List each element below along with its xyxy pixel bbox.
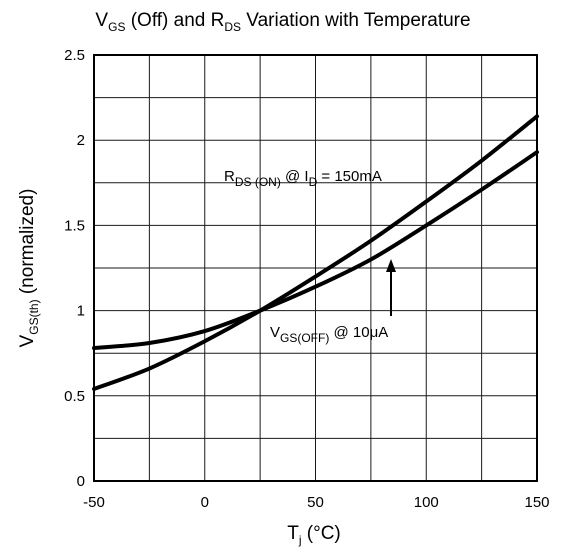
x-tick-label: -50 [83, 494, 105, 511]
x-axis-ticks: -50 0 50 100 150 [83, 494, 549, 511]
grid [94, 55, 537, 481]
x-tick-label: 50 [307, 494, 324, 511]
y-tick-label: 1.5 [64, 217, 85, 234]
chart-title: VGS (Off) and RDS Variation with Tempera… [95, 10, 470, 34]
x-axis-label: Tj (°C) [287, 523, 341, 547]
y-tick-label: 0.5 [64, 388, 85, 405]
series-line-rds-on [92, 114, 539, 391]
x-tick-label: 0 [201, 494, 209, 511]
vgs-off-annotation: VGS(OFF) @ 10μA [270, 324, 388, 345]
rds-on-annotation: RDS (ON) @ ID = 150mA [224, 168, 382, 189]
y-tick-label: 2.5 [64, 47, 85, 64]
y-tick-label: 2 [77, 132, 85, 149]
y-tick-label: 1 [77, 303, 85, 320]
y-axis-label: VGS(th) (normalized) [17, 189, 41, 348]
plot-frame [93, 54, 538, 482]
x-tick-label: 150 [524, 494, 549, 511]
y-tick-label: 0 [77, 473, 85, 490]
annotation-arrow [386, 259, 396, 316]
series-line-vgs-off [92, 150, 539, 351]
y-axis-ticks: 0 0.5 1 1.5 2 2.5 [64, 47, 85, 490]
data-series [92, 114, 539, 391]
x-tick-label: 100 [414, 494, 439, 511]
